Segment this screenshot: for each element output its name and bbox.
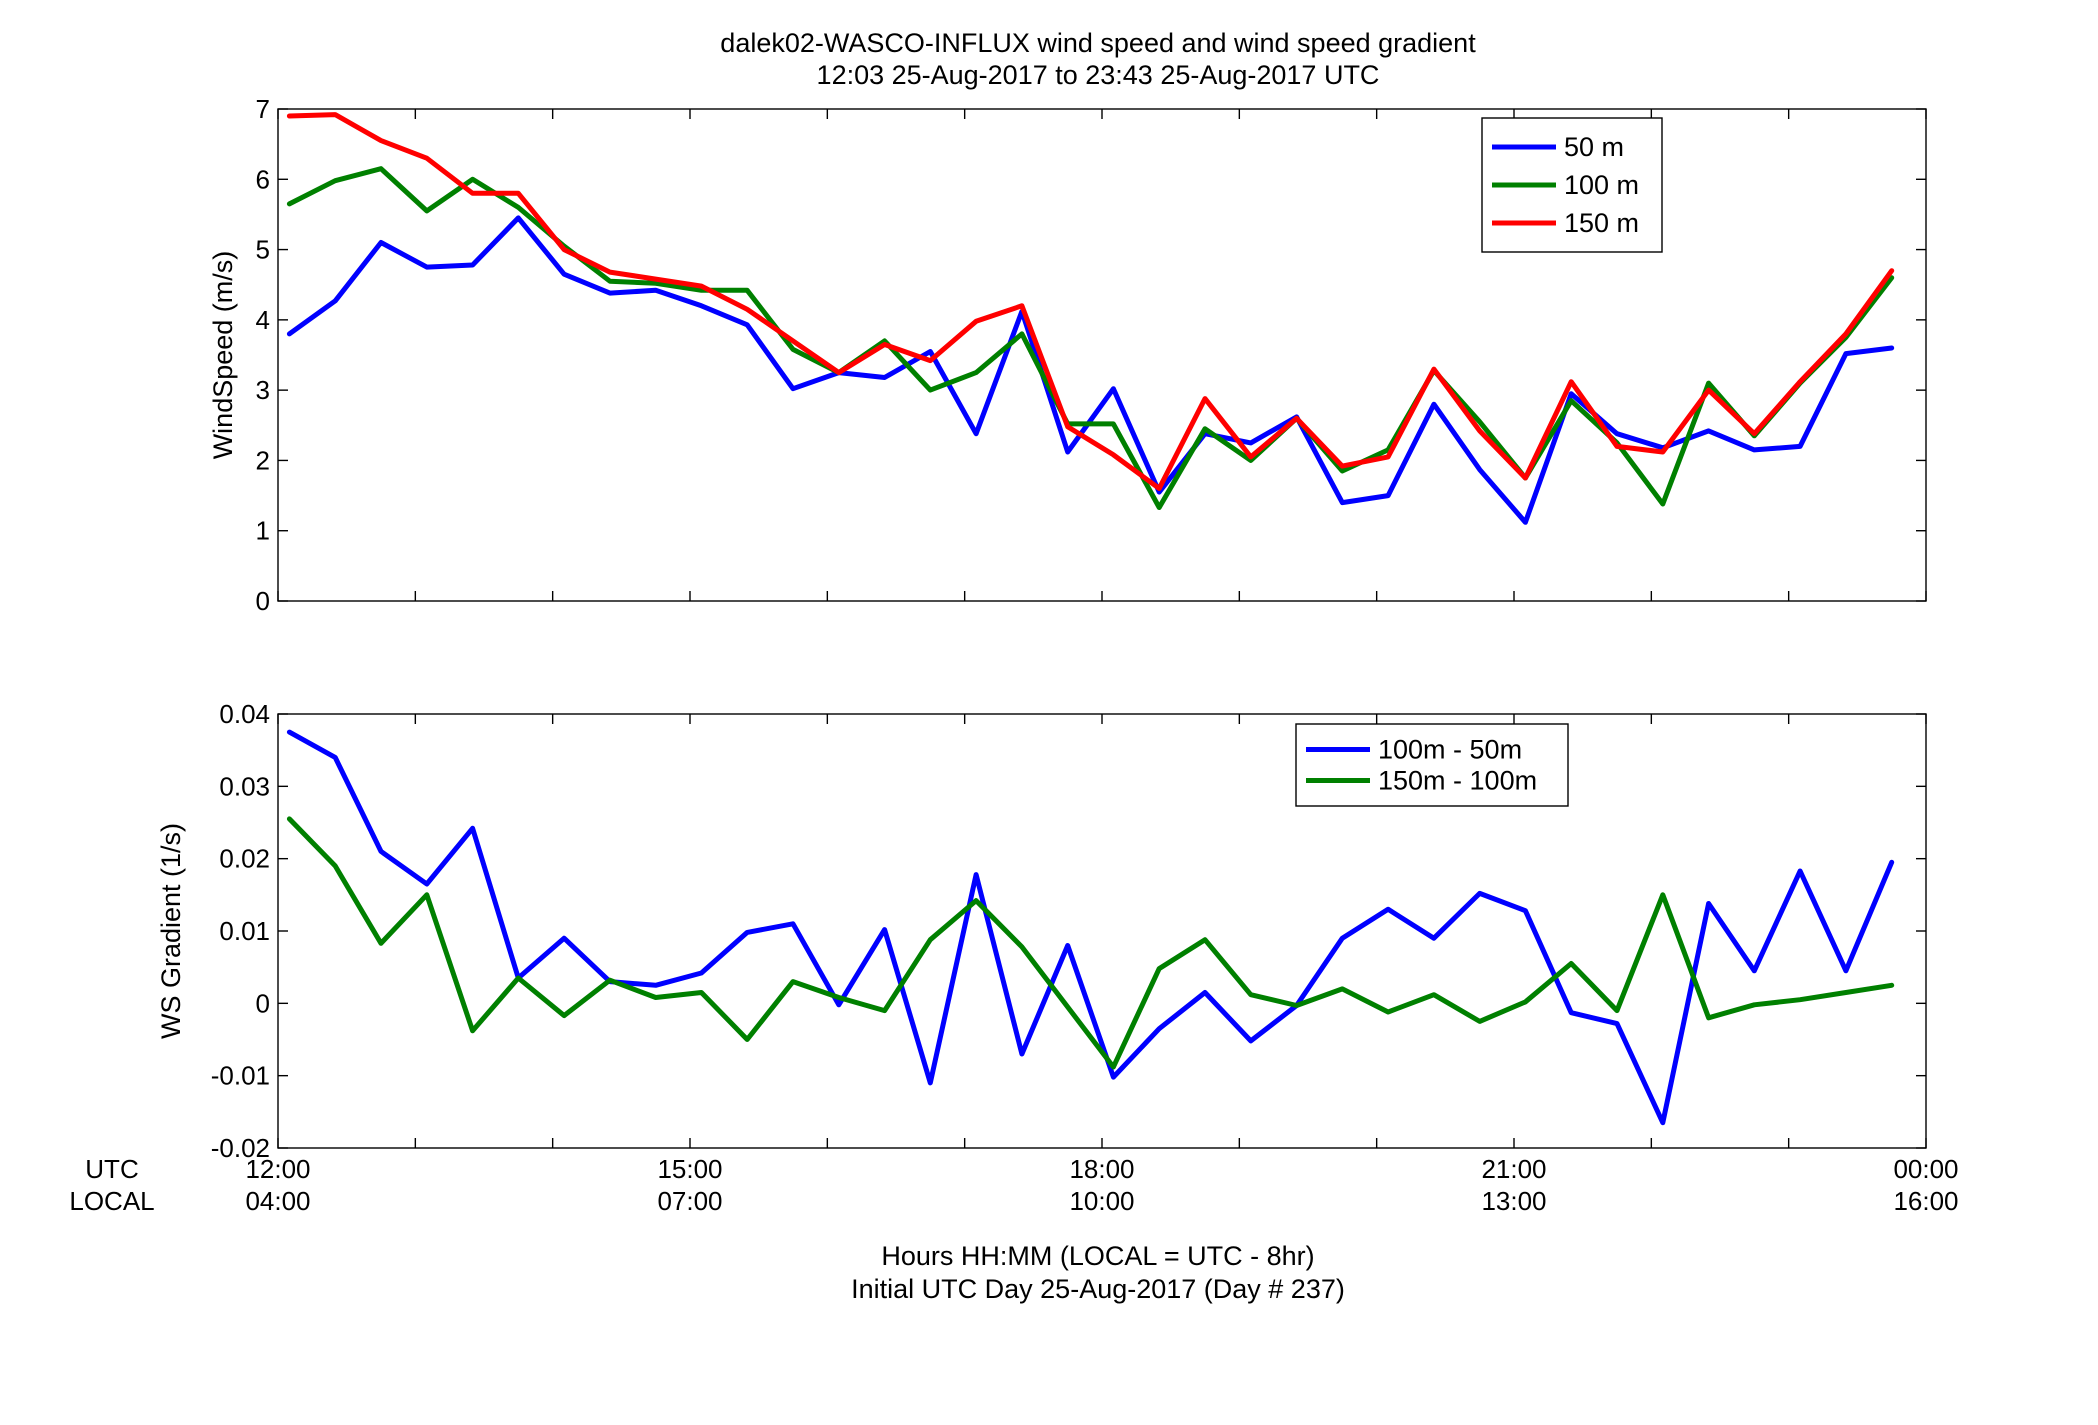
series-line-150m-100m <box>286 816 1895 1070</box>
y-tick-label: 7 <box>256 94 270 124</box>
local-row-label: LOCAL <box>69 1186 154 1216</box>
legend-entry: 150m - 100m <box>1378 766 1537 796</box>
y-tick-label: 2 <box>256 445 270 475</box>
local-tick-label: 13:00 <box>1481 1186 1546 1216</box>
y-tick-label: 4 <box>256 305 270 335</box>
chart-title-line1: dalek02-WASCO-INFLUX wind speed and wind… <box>720 28 1476 58</box>
utc-tick-label: 15:00 <box>657 1154 722 1184</box>
utc-tick-label: 21:00 <box>1481 1154 1546 1184</box>
legend: 50 m 100 m 150 m <box>1481 117 1663 253</box>
y-tick-label: 0.01 <box>219 916 270 946</box>
legend-entry: 100m - 50m <box>1378 735 1522 765</box>
y-tick-label: 0 <box>256 988 270 1018</box>
x-axis-label-line2: Initial UTC Day 25-Aug-2017 (Day # 237) <box>851 1274 1345 1304</box>
ws-gradient-panel: -0.02 -0.01 0 0.01 0.02 0.03 0.04 WS Gradient (… <box>156 699 1927 1163</box>
y-tick-label: 1 <box>256 516 270 546</box>
legend-entry: 50 m <box>1564 132 1624 162</box>
x-axis-label-line1: Hours HH:MM (LOCAL = UTC - 8hr) <box>881 1241 1314 1271</box>
y-tick-label: 0.03 <box>219 771 270 801</box>
legend-entry: 150 m <box>1564 208 1639 238</box>
utc-tick-label: 00:00 <box>1893 1154 1958 1184</box>
local-tick-label: 16:00 <box>1893 1186 1958 1216</box>
local-tick-label: 10:00 <box>1069 1186 1134 1216</box>
legend-entry: 100 m <box>1564 170 1639 200</box>
wind-speed-panel: 0 1 2 3 4 5 6 7 WindSpeed (m/s) 50 m 100 m 150 m <box>208 94 1927 616</box>
local-tick-label: 07:00 <box>657 1186 722 1216</box>
y-tick-label: 0.04 <box>219 699 270 729</box>
series-line-50-m <box>286 215 1895 525</box>
y-tick-label: 6 <box>256 164 270 194</box>
series-line-100m-50m <box>286 729 1895 1126</box>
utc-row-label: UTC <box>85 1154 138 1184</box>
y-tick-label: 0.02 <box>219 844 270 874</box>
plot-frame <box>277 108 1927 602</box>
chart-title-line2: 12:03 25-Aug-2017 to 23:43 25-Aug-2017 U… <box>817 60 1380 90</box>
legend-box <box>1295 723 1569 807</box>
local-tick-label: 04:00 <box>245 1186 310 1216</box>
series-line-150-m <box>286 112 1895 491</box>
y-tick-label: 0 <box>256 586 270 616</box>
y-tick-label: 5 <box>256 235 270 265</box>
y-tick-label: -0.01 <box>211 1061 270 1091</box>
y-tick-label: 3 <box>256 375 270 405</box>
utc-tick-label: 12:00 <box>245 1154 310 1184</box>
y-axis-label: WindSpeed (m/s) <box>208 251 238 460</box>
y-tick-label: -0.02 <box>211 1133 270 1163</box>
utc-tick-label: 18:00 <box>1069 1154 1134 1184</box>
y-axis-label: WS Gradient (1/s) <box>156 823 186 1039</box>
